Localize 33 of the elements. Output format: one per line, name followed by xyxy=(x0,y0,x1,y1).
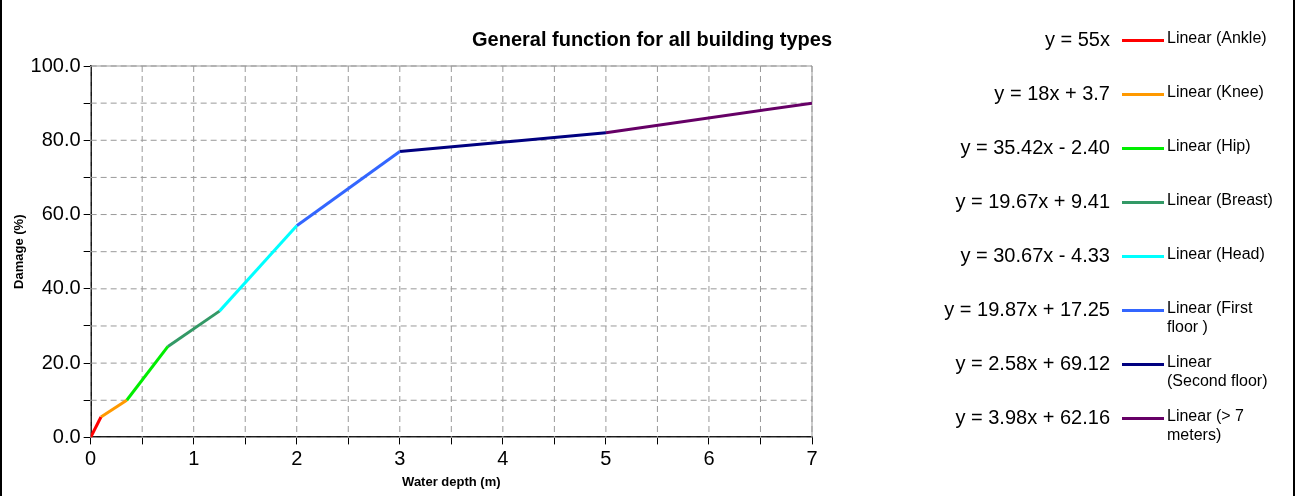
x-tick-label: 5 xyxy=(600,446,612,469)
y-axis-title: Damage (%) xyxy=(11,214,27,289)
legend-label: Linear (Knee) xyxy=(1167,82,1265,101)
x-axis-title: Water depth (m) xyxy=(402,473,501,489)
x-tick-label: 4 xyxy=(497,446,509,469)
text: y = 35.42x - 2.40 xyxy=(959,136,1111,159)
x-tick-label: 7 xyxy=(806,446,818,469)
x-tick-label: 0 xyxy=(85,446,97,469)
y-tick-label: 0.0 xyxy=(52,424,81,447)
y-tick-label: 40.0 xyxy=(41,276,81,299)
x-tick-label: 6 xyxy=(703,446,715,469)
text: y = 30.67x - 4.33 xyxy=(959,244,1111,267)
legend-label: Linear (Ankle) xyxy=(1167,28,1268,47)
legend-label: Linear (> 7 meters) xyxy=(1167,406,1245,444)
legend-label: Linear (First floor ) xyxy=(1167,298,1254,336)
text: y = 18x + 3.7 xyxy=(993,82,1111,105)
y-tick-label: 60.0 xyxy=(41,202,81,225)
x-tick-label: 3 xyxy=(394,446,406,469)
text: y = 3.98x + 62.16 xyxy=(954,406,1111,429)
legend-label: Linear (Head) xyxy=(1167,244,1266,263)
y-tick-label: 80.0 xyxy=(41,127,81,150)
text: y = 55x xyxy=(1043,28,1111,51)
legend-label: Linear (Breast) xyxy=(1167,190,1274,209)
text: y = 2.58x + 69.12 xyxy=(954,352,1111,375)
legend-label: Linear (Second floor) xyxy=(1167,352,1269,390)
x-tick-label: 2 xyxy=(291,446,303,469)
text: y = 19.67x + 9.41 xyxy=(954,190,1111,213)
legend-label: Linear (Hip) xyxy=(1167,136,1252,155)
text: y = 19.87x + 17.25 xyxy=(943,298,1111,321)
y-tick-label: 20.0 xyxy=(41,350,81,373)
x-tick-label: 1 xyxy=(188,446,200,469)
chart-title: General function for all building types xyxy=(471,28,833,51)
y-tick-label: 100.0 xyxy=(30,53,81,76)
